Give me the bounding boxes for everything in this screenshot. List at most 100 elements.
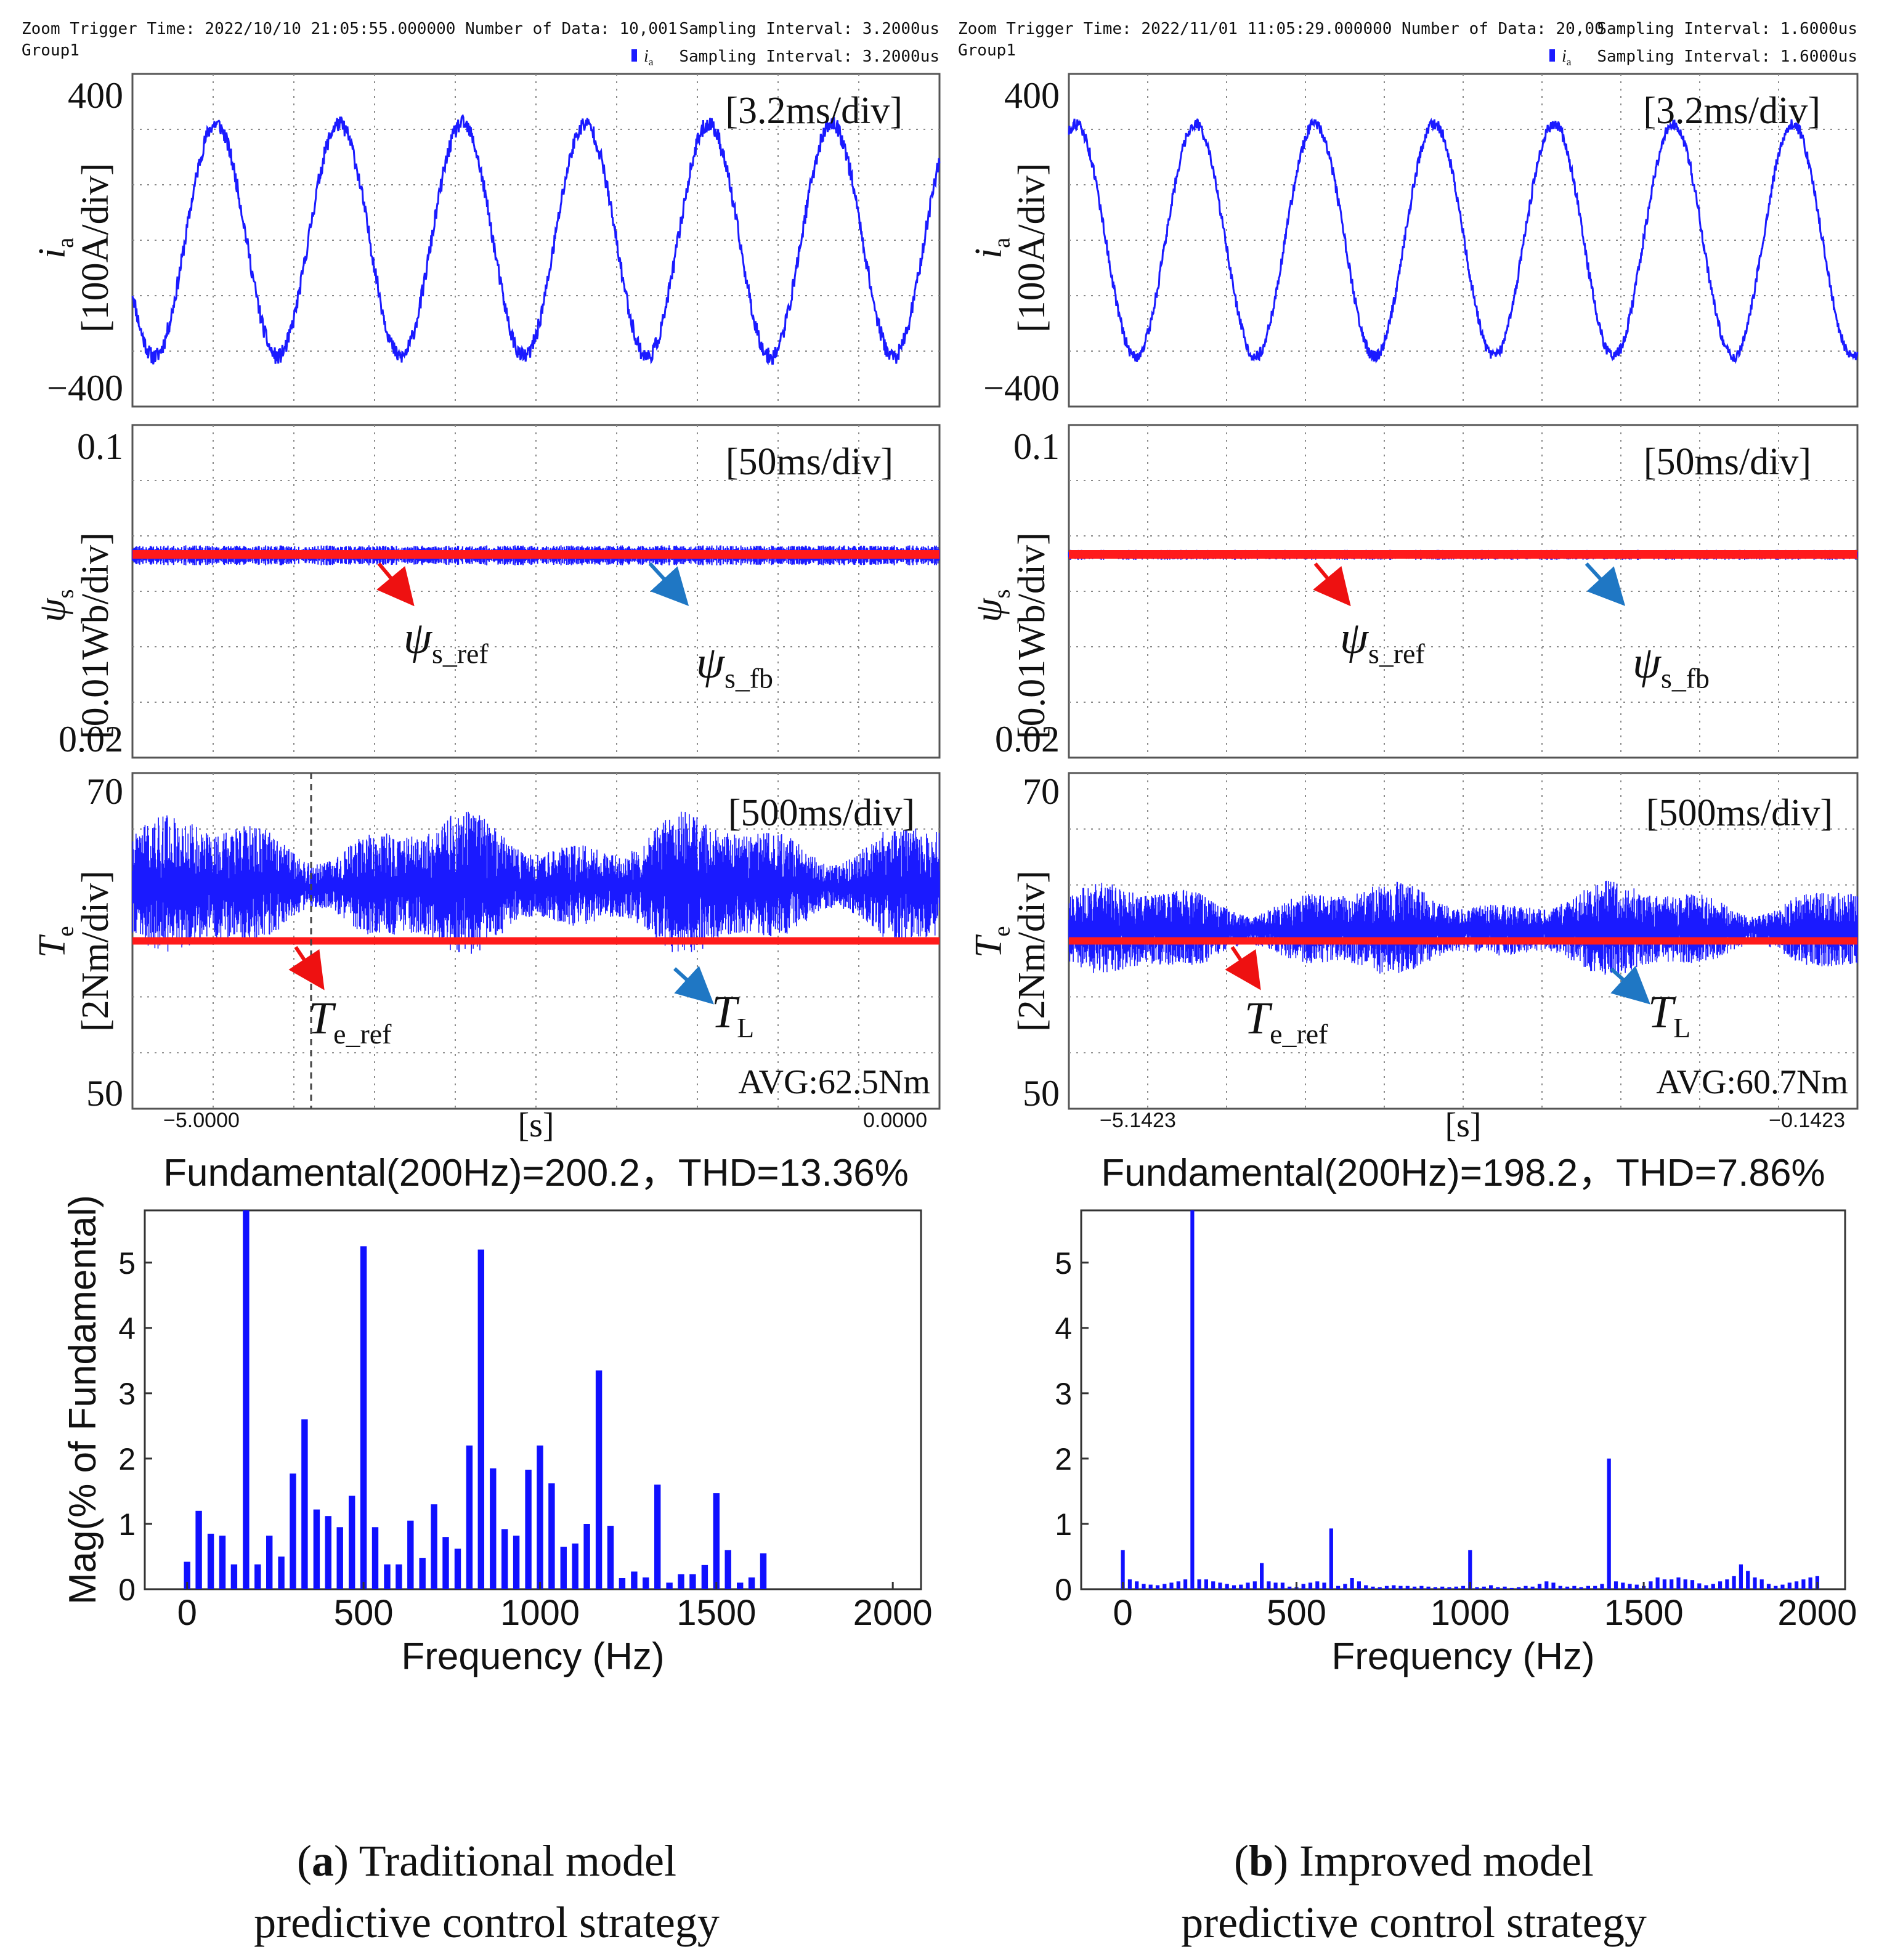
panel-b-fft-bar xyxy=(1621,1582,1625,1589)
panel-b-fft-bar xyxy=(1774,1585,1778,1589)
panel-b-fft-bar xyxy=(1322,1582,1326,1589)
panel-b-torque-ymin: 50 xyxy=(1023,1073,1060,1114)
panel-a-fft-ytick-label: 1 xyxy=(118,1507,136,1542)
panel-b-fft-bar xyxy=(1218,1582,1222,1589)
panel-a-fft-bar xyxy=(290,1473,296,1589)
panel-a-fft-ytick-label: 0 xyxy=(118,1573,136,1607)
panel-b-flux-ymin: 0.02 xyxy=(995,719,1060,759)
panel-a-fft-axes xyxy=(144,1209,922,1590)
panel-a-sampling-interval-2: Sampling Interval: 3.2000us xyxy=(679,47,939,66)
panel-b-fft-bar xyxy=(1766,1584,1771,1589)
panel-a-fft-bar xyxy=(371,1527,379,1589)
panel-a-sampling-variable: ia xyxy=(644,47,654,68)
panel-b-fft-bar xyxy=(1447,1587,1451,1589)
panel-b-fft-bar xyxy=(1127,1579,1132,1589)
panel-a-fft-bar xyxy=(325,1516,331,1589)
panel-b-fft-bar xyxy=(1204,1579,1208,1589)
panel-b-group: Group1 xyxy=(958,41,1016,60)
panel-a-current-ymax: 400 xyxy=(68,75,123,116)
panel-a-current-trace xyxy=(131,114,941,365)
panel-b-fft-bar xyxy=(1246,1582,1250,1589)
panel-a-fft-ytick-label: 3 xyxy=(118,1377,136,1411)
panel-b-fft-bar xyxy=(1433,1587,1437,1589)
panel-a-flux-ylabel-unit: [0.01Wb/div] xyxy=(75,532,116,739)
panel-b-flux-ref-label: ψs_ref xyxy=(1340,613,1425,669)
panel-b-fft-bar xyxy=(1628,1584,1632,1589)
panel-b-fft-bar xyxy=(1392,1585,1396,1589)
panel-a-fft-bar xyxy=(631,1571,638,1589)
panel-a-fft-bar xyxy=(431,1504,437,1589)
panel-b-time-unit: [s] xyxy=(1445,1106,1481,1144)
panel-a-fft-bar xyxy=(760,1553,767,1589)
panel-b-fft-bar xyxy=(1746,1571,1750,1589)
panel-a-fft-bar xyxy=(560,1547,567,1589)
panel-b-flux-timescale: [50ms/div] xyxy=(1644,441,1811,483)
panel-a-time-end: 0.0000 xyxy=(863,1109,927,1132)
panel-b-fft-bar xyxy=(1378,1587,1382,1589)
panel-a-torque-load-arrow xyxy=(673,966,714,1005)
panel-a-fft-bar xyxy=(243,1210,250,1589)
panel-a-fft-bar xyxy=(278,1557,285,1589)
panel-b-fft-bar xyxy=(1718,1581,1723,1589)
panel-b-fft-ytick-label: 4 xyxy=(1055,1311,1072,1346)
panel-b-sampling-interval-2: Sampling Interval: 1.6000us xyxy=(1597,47,1857,66)
panel-b-fft-bar xyxy=(1419,1585,1424,1589)
panel-b-fft-bar xyxy=(1426,1586,1430,1589)
panel-b-fft-bar xyxy=(1176,1581,1180,1589)
panel-b-torque-load-label: TL xyxy=(1648,987,1690,1043)
panel-b-flux-ylabel-unit: [0.01Wb/div] xyxy=(1011,532,1053,739)
panel-b-fft-bar xyxy=(1288,1586,1292,1589)
panel-b-fft-bar xyxy=(1572,1585,1577,1589)
panel-b-flux-ylabel-symbol: ψs xyxy=(968,589,1015,622)
panel-a-fft-xtick-label: 0 xyxy=(177,1593,197,1633)
panel-a-current-ylabel-unit: [100A/div] xyxy=(75,163,116,333)
panel-a-fft-ytick-label: 2 xyxy=(118,1442,136,1476)
panel-b-fft-xtick-label: 1000 xyxy=(1430,1593,1510,1633)
panel-b-fft-bar xyxy=(1252,1581,1257,1589)
panel-a-trigger-time: Zoom Trigger Time: 2022/10/10 21:05:55.0… xyxy=(22,20,455,38)
panel-a-fft-bar xyxy=(689,1574,696,1589)
panel-b-fft-bar xyxy=(1357,1581,1361,1589)
panel-a-torque-ref-label: Te_ref xyxy=(308,994,392,1050)
panel-b-fft-bar xyxy=(1260,1563,1264,1589)
panel-a-torque-average: AVG:62.5Nm xyxy=(738,1063,930,1101)
panel-a-flux-timescale: [50ms/div] xyxy=(726,441,893,483)
panel-a-current-timescale: [3.2ms/div] xyxy=(725,90,903,132)
panel-b-fft-bar xyxy=(1148,1584,1153,1589)
panel-b-fft-bar xyxy=(1509,1587,1514,1589)
panel-b-fft-bar xyxy=(1169,1582,1174,1589)
panel-b-fft-bar xyxy=(1211,1581,1215,1589)
panel-b-fft-bar xyxy=(1142,1584,1146,1589)
panel-b-fft-bar xyxy=(1565,1586,1570,1589)
panel-b-torque-ref-label: Te_ref xyxy=(1244,994,1328,1050)
panel-a-fft-bar xyxy=(407,1520,414,1589)
panel-b-fft-bar xyxy=(1524,1585,1528,1589)
panel-a-torque-load-label: TL xyxy=(712,987,754,1043)
panel-b-fft-bar xyxy=(1613,1581,1618,1589)
panel-b-fft-bar xyxy=(1551,1582,1556,1589)
panel-a-flux-fb-label: ψs_fb xyxy=(696,638,773,694)
panel-b-fft-bar xyxy=(1280,1582,1284,1589)
panel-a-group: Group1 xyxy=(22,41,79,60)
panel-b-fft-bar xyxy=(1135,1581,1139,1589)
panel-a-fft-bar xyxy=(360,1246,367,1589)
panel-b-fft-bar xyxy=(1503,1586,1507,1589)
panel-b-fft-xtick-label: 2000 xyxy=(1777,1593,1857,1633)
panel-b-fft-bar xyxy=(1739,1564,1743,1589)
panel-b-fft-bar xyxy=(1662,1579,1666,1589)
panel-a-fft-bar xyxy=(713,1493,720,1589)
panel-a-fft-bar xyxy=(737,1582,744,1589)
panel-b-fft-bar xyxy=(1197,1579,1201,1589)
panel-b-fft-ytick-label: 3 xyxy=(1055,1377,1072,1411)
panel-a-torque-ref-arrow xyxy=(288,946,325,990)
panel-b-fft-bar xyxy=(1183,1579,1188,1589)
panel-b-fft-bar xyxy=(1683,1579,1687,1589)
panel-a-fft-bar xyxy=(619,1578,626,1589)
panel-b-fft-bar xyxy=(1801,1579,1806,1589)
panel-a-fft-bar xyxy=(501,1529,508,1589)
panel-a-torque-ymax: 70 xyxy=(86,771,123,812)
panel-b-fft-bar xyxy=(1461,1585,1466,1589)
panel-b-fft-bar xyxy=(1670,1579,1674,1589)
panel-b-fft-ytick-label: 0 xyxy=(1055,1573,1072,1607)
panel-a-fft-bar xyxy=(466,1445,473,1589)
